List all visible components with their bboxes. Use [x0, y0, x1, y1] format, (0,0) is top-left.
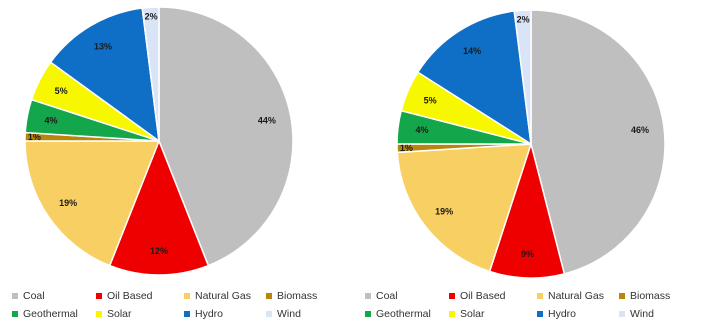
- legend-label: Natural Gas: [548, 290, 605, 302]
- legend-swatch: [96, 311, 102, 317]
- legend-item-coal: Coal: [12, 290, 96, 302]
- legend-swatch: [266, 311, 272, 317]
- legend-label: Coal: [376, 290, 398, 302]
- pie-slice-hydro: [416, 10, 532, 146]
- pie-slice-hydro: [49, 7, 160, 143]
- legend-swatch: [365, 293, 371, 299]
- legend-label: Wind: [630, 308, 654, 320]
- slice-label-hydro: 13%: [94, 41, 112, 51]
- slice-label-wind: 2%: [145, 12, 158, 22]
- legend-item-natural-gas: Natural Gas: [184, 290, 266, 302]
- pie-chart-right: 46% 9% 19% 1% 4% 5% 14% 2% Coal Oil Based Natural…: [353, 0, 705, 323]
- legend-label: Geothermal: [23, 308, 78, 320]
- legend-swatch: [12, 293, 18, 299]
- pie-chart-left: 44% 12% 19% 1% 4% 5% 13% 2% Coal Oil Based Natura…: [0, 0, 352, 323]
- legend-label: Biomass: [277, 290, 318, 302]
- pie-slice-oil-based: [108, 138, 210, 276]
- legend-item-natural-gas: Natural Gas: [537, 290, 619, 302]
- legend-label: Solar: [460, 308, 485, 320]
- slice-label-coal: 46%: [631, 125, 649, 135]
- legend-swatch: [96, 293, 102, 299]
- legend-swatch: [12, 311, 18, 317]
- slice-label-natural-gas: 19%: [59, 198, 77, 208]
- pie-slice-natural-gas: [24, 140, 161, 267]
- legend-right: Coal Oil Based Natural Gas Biomass Geotherma…: [365, 290, 685, 320]
- legend-swatch: [184, 293, 190, 299]
- pie-slice-wind: [141, 6, 160, 142]
- legend-item-wind: Wind: [266, 308, 332, 320]
- legend-item-geothermal: Geothermal: [365, 308, 449, 320]
- slice-label-natural-gas: 19%: [435, 206, 453, 216]
- slice-label-solar: 5%: [55, 86, 68, 96]
- legend-item-biomass: Biomass: [266, 290, 332, 302]
- pie-svg-right: 46% 9% 19% 1%4% 5% 14% 2%: [396, 9, 666, 279]
- legend-swatch: [537, 311, 543, 317]
- legend-item-wind: Wind: [619, 308, 685, 320]
- legend-swatch: [365, 311, 371, 317]
- slice-label-solar: 5%: [424, 95, 437, 105]
- pie-slice-coal: [530, 9, 666, 275]
- legend-swatch: [449, 311, 455, 317]
- slice-label-hydro: 14%: [463, 46, 481, 56]
- slice-label-oil-based: 9%: [521, 249, 534, 259]
- pie-slice-natural-gas: [396, 143, 533, 273]
- legend-item-solar: Solar: [449, 308, 537, 320]
- slice-label-biomass: 1%: [400, 143, 413, 153]
- slice-label-coal: 44%: [258, 115, 276, 125]
- legend-swatch: [184, 311, 190, 317]
- legend-item-solar: Solar: [96, 308, 184, 320]
- slice-label-oil-based: 12%: [150, 246, 168, 256]
- legend-swatch: [619, 311, 625, 317]
- legend-label: Wind: [277, 308, 301, 320]
- legend-item-oil-based: Oil Based: [96, 290, 184, 302]
- legend-label: Solar: [107, 308, 132, 320]
- legend-label: Natural Gas: [195, 290, 252, 302]
- legend-item-hydro: Hydro: [184, 308, 266, 320]
- legend-item-coal: Coal: [365, 290, 449, 302]
- legend-left: Coal Oil Based Natural Gas Biomass Geotherma…: [12, 290, 332, 320]
- legend-label: Hydro: [548, 308, 577, 320]
- legend-item-oil-based: Oil Based: [449, 290, 537, 302]
- pie-svg-left: 44% 12% 19% 1% 4% 5% 13% 2%: [24, 6, 294, 276]
- legend-swatch: [449, 293, 455, 299]
- legend-item-geothermal: Geothermal: [12, 308, 96, 320]
- legend-label: Coal: [23, 290, 45, 302]
- legend-label: Oil Based: [460, 290, 506, 302]
- slice-label-geothermal: 4%: [45, 115, 58, 125]
- legend-item-hydro: Hydro: [537, 308, 619, 320]
- pie-slice-wind: [513, 9, 532, 145]
- legend-swatch: [537, 293, 543, 299]
- legend-label: Geothermal: [376, 308, 431, 320]
- legend-label: Oil Based: [107, 290, 153, 302]
- legend-item-biomass: Biomass: [619, 290, 685, 302]
- pie-slice-coal: [158, 6, 294, 267]
- slice-label-biomass: 1%: [28, 132, 41, 142]
- slice-label-wind: 2%: [517, 15, 530, 25]
- legend-label: Hydro: [195, 308, 224, 320]
- legend-swatch: [619, 293, 625, 299]
- legend-swatch: [266, 293, 272, 299]
- slice-label-geothermal: 4%: [415, 125, 428, 135]
- legend-label: Biomass: [630, 290, 671, 302]
